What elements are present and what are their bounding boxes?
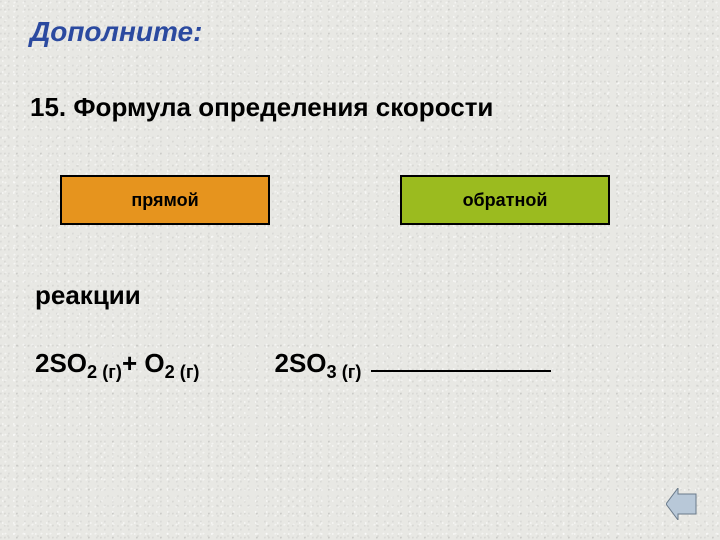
slide: Дополните: 15. Формула определения скоро… bbox=[0, 0, 720, 540]
title: Дополните: bbox=[30, 16, 202, 48]
eq-sub-2: 2 bbox=[165, 362, 175, 382]
eq-phase-3v: (г) bbox=[342, 362, 362, 382]
reverse-button[interactable]: обратной bbox=[400, 175, 610, 225]
eq-sub-3: 3 bbox=[327, 362, 337, 382]
answer-blank[interactable] bbox=[371, 370, 551, 372]
eq-coeff-3: 2 bbox=[274, 348, 288, 378]
eq-plus: + bbox=[122, 348, 144, 378]
eq-species-1: SO bbox=[49, 348, 87, 378]
reverse-button-label: обратной bbox=[463, 190, 548, 211]
forward-button-label: прямой bbox=[131, 190, 198, 211]
eq-species-3: SO bbox=[289, 348, 327, 378]
eq-species-2: O bbox=[144, 348, 164, 378]
equation: 2SO2 (г)+ O2 (г)2SO3 (г) bbox=[35, 348, 551, 383]
arrow-left-icon bbox=[666, 488, 698, 520]
eq-sub-1: 2 bbox=[87, 362, 97, 382]
question-text: 15. Формула определения скорости bbox=[30, 92, 493, 123]
reaction-word: реакции bbox=[35, 280, 141, 311]
eq-phase-2v: (г) bbox=[180, 362, 200, 382]
eq-coeff-1: 2 bbox=[35, 348, 49, 378]
eq-phase-1v: (г) bbox=[102, 362, 122, 382]
nav-prev-button[interactable] bbox=[666, 488, 698, 520]
forward-button[interactable]: прямой bbox=[60, 175, 270, 225]
